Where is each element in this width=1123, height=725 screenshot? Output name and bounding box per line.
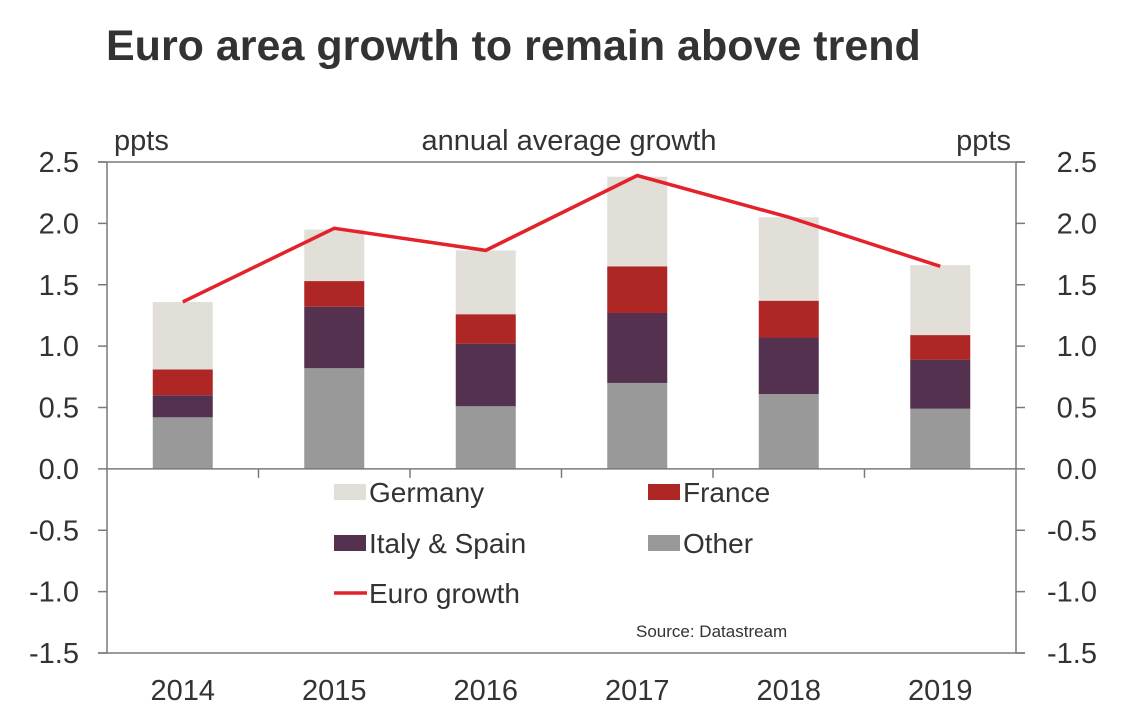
- y-tick-label-left: -1.0: [29, 577, 79, 609]
- y-tick-label-right: -1.5: [1047, 638, 1097, 670]
- series-line-euro-growth: [181, 173, 941, 304]
- bar-segment-germany-2017: [607, 176, 668, 267]
- legend-label-italy-spain: Italy & Spain: [369, 528, 526, 559]
- x-tick-label-2019: 2019: [908, 675, 973, 707]
- y-tick-label-left: 1.5: [39, 270, 79, 302]
- bar-segment-france-2019: [910, 335, 971, 360]
- bar-segment-france-2018: [758, 300, 819, 338]
- bar-segment-italy-spain-2018: [758, 337, 819, 394]
- x-tick-label-2017: 2017: [605, 675, 670, 707]
- y-tick-label-right: 1.5: [1057, 270, 1097, 302]
- legend-swatch-other: [648, 535, 680, 551]
- line-layer: [181, 173, 941, 304]
- chart-subtitle: annual average growth: [421, 125, 716, 157]
- y-tick-label-right: 1.0: [1057, 331, 1097, 363]
- y-axis-label-right: ppts: [956, 125, 1011, 157]
- y-tick-label-left: -1.5: [29, 638, 79, 670]
- y-tick-label-left: 0.0: [39, 454, 79, 486]
- legend-label-germany: Germany: [369, 477, 484, 508]
- bar-segment-france-2017: [607, 266, 668, 313]
- legend-swatch-germany: [334, 484, 366, 500]
- chart-title: Euro area growth to remain above trend: [106, 22, 921, 70]
- y-axis-label-left: ppts: [114, 125, 169, 157]
- bar-segment-germany-2018: [758, 217, 819, 301]
- bar-segment-germany-2019: [910, 265, 971, 336]
- bar-segment-italy-spain-2015: [304, 306, 365, 369]
- legend-label-france: France: [683, 477, 770, 508]
- bar-segment-germany-2014: [152, 301, 213, 370]
- bar-segment-other-2016: [455, 406, 516, 469]
- axes-group: 2.5 2.5 2.0 2.0 1.5 1.5 1.0 1.0 0.5 0.5 0.0 0.0 -0.5…: [29, 147, 1097, 707]
- bar-segment-france-2015: [304, 281, 365, 307]
- bar-segment-italy-spain-2014: [152, 395, 213, 418]
- y-tick-label-right: -1.0: [1047, 577, 1097, 609]
- y-tick-label-left: 2.5: [39, 147, 79, 179]
- x-tick-label-2015: 2015: [302, 675, 367, 707]
- bar-segment-other-2017: [607, 382, 668, 469]
- bar-segment-other-2018: [758, 393, 819, 469]
- x-tick-label-2016: 2016: [453, 675, 518, 707]
- y-tick-label-left: 1.0: [39, 331, 79, 363]
- y-tick-label-right: 2.0: [1057, 208, 1097, 240]
- bar-segment-italy-spain-2019: [910, 359, 971, 409]
- y-tick-label-right: 0.0: [1057, 454, 1097, 486]
- y-tick-label-right: 0.5: [1057, 393, 1097, 425]
- source-note: Source: Datastream: [636, 622, 787, 641]
- legend-swatch-italy-spain: [334, 535, 366, 551]
- y-tick-label-left: 0.5: [39, 393, 79, 425]
- legend: Germany France Italy & Spain Other Euro grow…: [334, 477, 770, 609]
- bar-segment-italy-spain-2016: [455, 343, 516, 407]
- bar-segment-germany-2016: [455, 250, 516, 315]
- bar-segment-france-2014: [152, 369, 213, 396]
- bar-segment-other-2014: [152, 417, 213, 469]
- y-tick-label-left: 2.0: [39, 208, 79, 240]
- y-tick-label-right: 2.5: [1057, 147, 1097, 179]
- bar-segment-italy-spain-2017: [607, 312, 668, 383]
- bar-segment-france-2016: [455, 314, 516, 344]
- legend-swatch-france: [648, 484, 680, 500]
- x-tick-label-2018: 2018: [756, 675, 821, 707]
- bars-group: [152, 176, 971, 469]
- legend-label-euro-growth: Euro growth: [369, 578, 520, 609]
- bar-segment-other-2019: [910, 408, 971, 469]
- bar-segment-other-2015: [304, 368, 365, 469]
- y-tick-label-left: -0.5: [29, 515, 79, 547]
- legend-label-other: Other: [683, 528, 753, 559]
- x-tick-label-2014: 2014: [150, 675, 215, 707]
- y-tick-label-right: -0.5: [1047, 515, 1097, 547]
